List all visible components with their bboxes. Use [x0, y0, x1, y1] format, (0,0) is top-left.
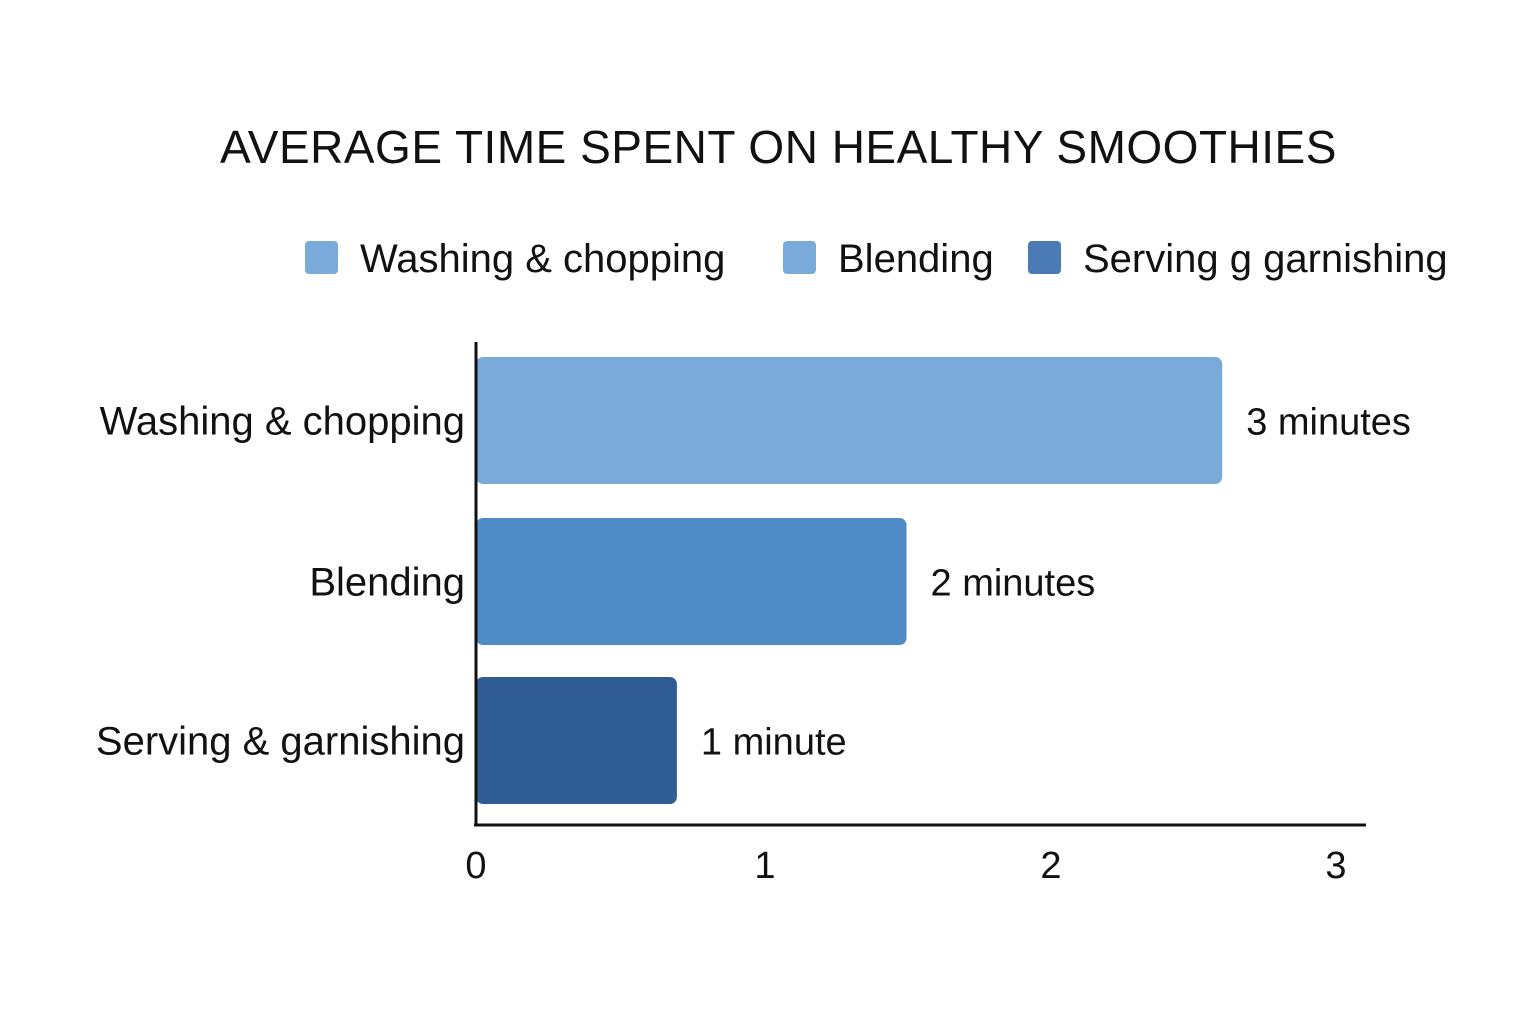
legend-swatch-3 — [1028, 241, 1061, 274]
bar-1 — [476, 357, 1223, 484]
category-label-1: Washing & chopping — [100, 400, 465, 444]
category-label-3: Serving & garnishing — [96, 720, 465, 764]
bar-3 — [476, 677, 677, 804]
value-label-1: 3 minutes — [1246, 402, 1411, 444]
legend-label-3: Serving g garnishing — [1083, 237, 1448, 281]
legend-swatch-1 — [305, 241, 338, 274]
x-tick-label-3: 3 — [1325, 845, 1346, 887]
bar-2 — [476, 518, 907, 645]
legend-label-1: Washing & chopping — [360, 237, 725, 281]
x-tick-label-2: 2 — [1040, 845, 1061, 887]
value-label-2: 2 minutes — [931, 563, 1096, 605]
x-tick-label-1: 1 — [754, 845, 775, 887]
legend-label-2: Blending — [838, 237, 994, 281]
value-label-3: 1 minute — [701, 722, 847, 764]
x-tick-label-0: 0 — [465, 845, 486, 887]
axes — [474, 342, 1366, 827]
x-ticks: 0 1 2 3 — [465, 845, 1346, 887]
legend: Washing & chopping Blending Serving g garn… — [305, 237, 1448, 281]
category-label-2: Blending — [309, 561, 465, 605]
bars: Washing & chopping 3 minutes Blending 2 min… — [96, 357, 1411, 804]
legend-swatch-2 — [783, 241, 816, 274]
chart-title: AVERAGE TIME SPENT ON HEALTHY SMOOTHIES — [220, 121, 1337, 173]
